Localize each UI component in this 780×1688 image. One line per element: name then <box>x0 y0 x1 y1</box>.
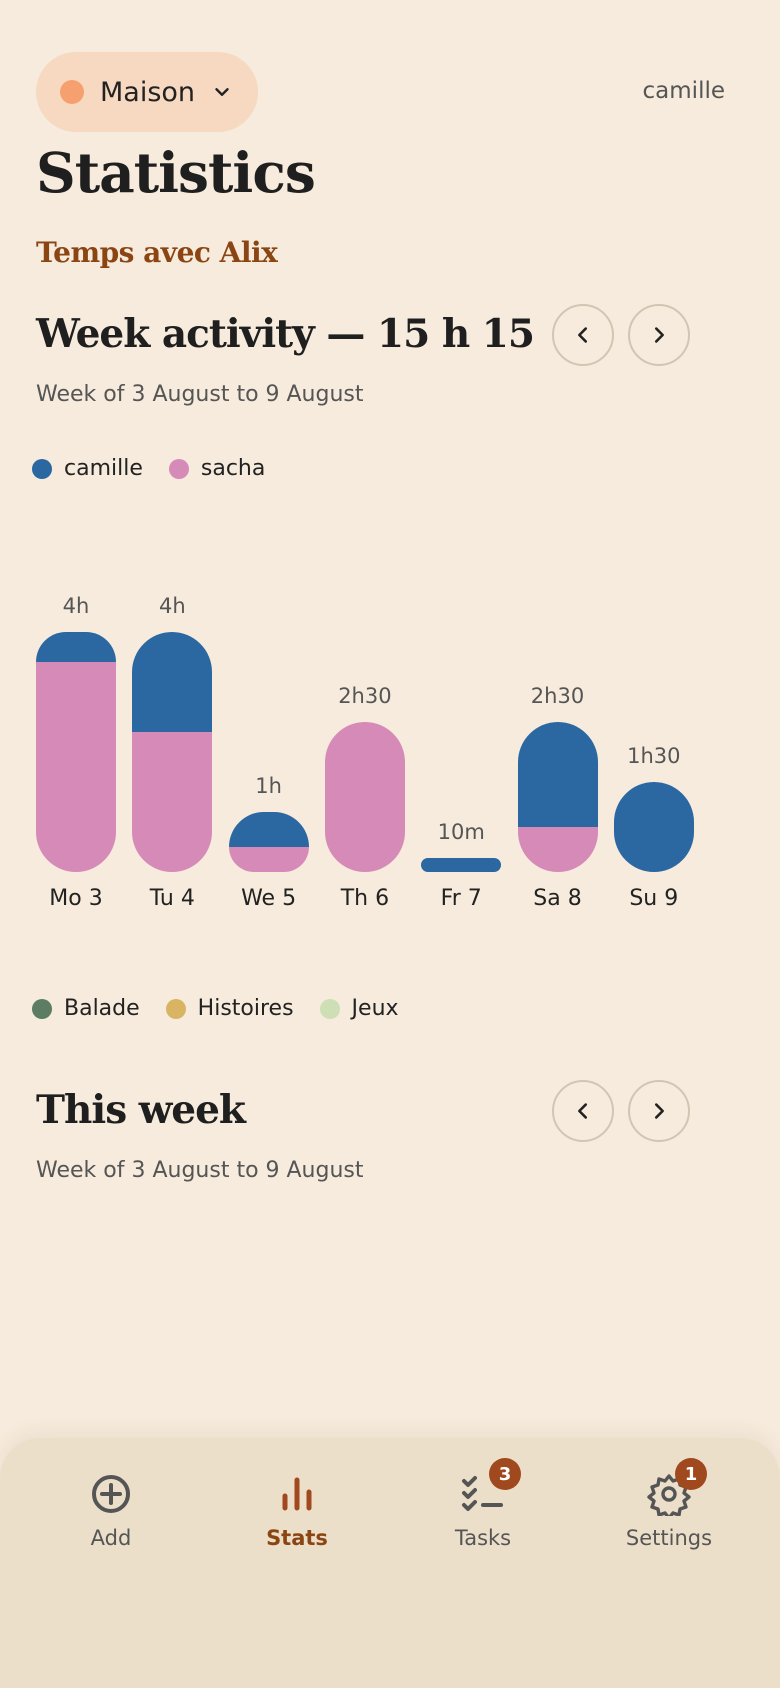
bar-day-label: Su 9 <box>629 886 679 911</box>
legend-swatch <box>168 458 189 479</box>
category-legend: Balade Histoires Jeux <box>32 996 425 1021</box>
legend-item-sacha[interactable]: sacha <box>168 456 266 481</box>
bar-day-label: Mo 3 <box>49 886 103 911</box>
bar-total-label: 1h30 <box>627 744 681 768</box>
bar-total-label: 1h <box>255 774 282 798</box>
bar-total-label: 4h <box>62 594 90 618</box>
bar-total-label: 4h <box>158 594 186 618</box>
home-color-dot <box>60 80 84 104</box>
next-week-button[interactable] <box>628 304 690 366</box>
bar-segment-camille <box>36 632 116 662</box>
bar-segment-camille <box>517 722 598 827</box>
bar-segment-sacha <box>228 847 309 872</box>
page-title: Statistics <box>36 140 316 205</box>
bar-day-label: Th 6 <box>340 886 390 911</box>
nav-settings-label: Settings <box>625 1526 713 1550</box>
add-circle-icon <box>89 1472 133 1516</box>
legend-label: Jeux <box>351 996 399 1021</box>
bar-day-label: Tu 4 <box>149 886 195 911</box>
bar-segment-sacha <box>132 732 213 872</box>
next-week-button[interactable] <box>628 1080 690 1142</box>
bar-segment-camille <box>228 812 309 847</box>
gear-icon: 1 <box>647 1458 707 1520</box>
bar-chart-icon <box>275 1472 319 1516</box>
nav-tasks[interactable]: 3 Tasks <box>408 1458 558 1550</box>
nav-stats[interactable]: Stats <box>222 1472 372 1550</box>
bar-day-label: Sa 8 <box>533 886 582 911</box>
this-week-category-chart: 6 h 258 h 50 <box>0 1230 780 1436</box>
nav-add[interactable]: Add <box>36 1472 186 1550</box>
legend-item-jeux[interactable]: Jeux <box>319 996 399 1021</box>
section-subtitle: Temps avec Alix <box>36 236 278 269</box>
settings-badge: 1 <box>675 1458 707 1490</box>
legend-label: Histoires <box>197 996 294 1021</box>
bar-segment-camille <box>613 782 694 872</box>
chevron-right-icon <box>654 327 664 343</box>
chevron-left-icon <box>578 327 588 343</box>
tasks-badge: 3 <box>489 1458 521 1490</box>
legend-label: camille <box>64 456 143 481</box>
nav-settings[interactable]: 1 Settings <box>594 1458 744 1550</box>
bar-day-label: We 5 <box>241 886 297 911</box>
legend-swatch <box>165 998 186 1019</box>
bar-segment-sacha <box>36 662 116 872</box>
previous-week-button[interactable] <box>552 1080 614 1142</box>
legend-swatch <box>32 998 52 1019</box>
bar-segment-camille <box>132 632 213 732</box>
nav-stats-label: Stats <box>266 1526 328 1550</box>
week-activity-chart: 4h Mo 3 4h Tu 4 1h We 5 2h30 Th 6 10m Fr 7 2h30 Sa … <box>0 520 780 940</box>
user-name[interactable]: camille <box>642 78 725 104</box>
legend-label: Balade <box>64 996 140 1021</box>
week-activity-title: Week activity — 15 h 15 <box>36 311 535 357</box>
checklist-icon: 3 <box>461 1458 521 1516</box>
legend-label: sacha <box>200 456 266 481</box>
legend-item-camille[interactable]: camille <box>32 456 143 481</box>
person-legend: camille sacha <box>32 456 291 481</box>
bar-day-label: Fr 7 <box>440 886 482 911</box>
nav-tasks-label: Tasks <box>454 1526 512 1550</box>
bar-segment-sacha <box>324 722 405 872</box>
bottom-navigation: Add Stats 3 Tasks 1 Settings <box>0 1438 780 1688</box>
previous-week-button[interactable] <box>552 304 614 366</box>
bar-total-label: 10m <box>437 820 485 844</box>
this-week-range: Week of 3 August to 9 August <box>36 1158 364 1183</box>
bar-total-label: 2h30 <box>530 684 585 708</box>
week-range: Week of 3 August to 9 August <box>36 382 364 407</box>
legend-swatch <box>319 998 340 1019</box>
this-week-title: This week <box>36 1087 246 1133</box>
legend-item-balade[interactable]: Balade <box>32 996 140 1021</box>
nav-add-label: Add <box>90 1526 132 1550</box>
home-selector[interactable]: Maison <box>36 52 258 132</box>
bar-segment-sacha <box>517 827 598 872</box>
chevron-right-icon <box>654 1103 664 1119</box>
bar-total-label: 2h30 <box>338 684 392 708</box>
legend-item-histoires[interactable]: Histoires <box>165 996 294 1021</box>
chevron-down-icon <box>215 88 229 96</box>
chevron-left-icon <box>578 1103 588 1119</box>
legend-swatch <box>32 458 52 479</box>
home-name: Maison <box>100 76 196 108</box>
bar-segment-camille <box>421 858 502 872</box>
